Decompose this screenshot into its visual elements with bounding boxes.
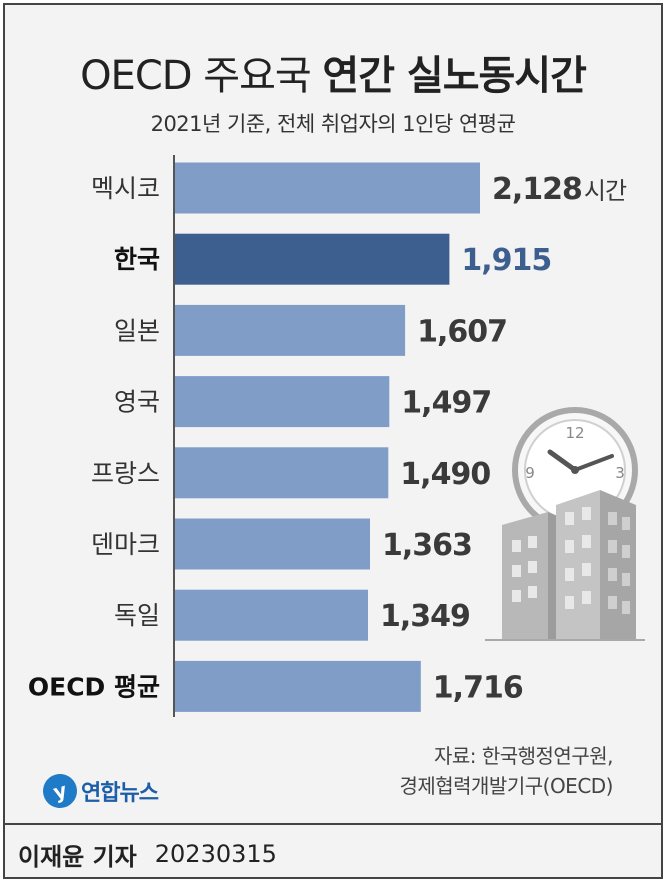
bar-1: [174, 233, 450, 285]
source-note: 자료: 한국행정연구원, 경제협력개발기구(OECD): [399, 741, 613, 801]
unit-label: 시간: [584, 177, 627, 205]
clock-number-12: 12: [565, 424, 584, 442]
category-label-7: OECD 평균: [28, 672, 160, 701]
value-label-5: 1,363: [382, 528, 472, 563]
bar-2: [174, 304, 406, 356]
category-label-6: 독일: [114, 601, 160, 630]
bar-7: [174, 660, 421, 712]
logo-text: 연합뉴스: [81, 781, 159, 806]
category-label-3: 영국: [114, 388, 160, 417]
category-label-5: 덴마크: [91, 530, 160, 559]
source-line-1: 자료: 한국행정연구원,: [433, 744, 614, 768]
publish-date: 20230315: [154, 840, 277, 868]
value-label-3: 1,497: [401, 386, 491, 421]
value-label-6: 1,349: [380, 599, 470, 634]
value-label-0: 2,128시간: [492, 172, 627, 207]
reporter-name: 이재윤 기자: [18, 842, 137, 871]
footer: 이재윤 기자 20230315: [18, 834, 277, 874]
footer-divider: [5, 823, 663, 825]
yonhap-logo: y 연합뉴스: [39, 769, 159, 813]
title-light: OECD 주요국: [80, 53, 312, 99]
category-label-0: 멕시코: [91, 174, 160, 203]
bar-0: [174, 162, 480, 214]
bar-3: [174, 376, 390, 428]
value-label-4: 1,490: [400, 457, 490, 492]
clock-number-3: 3: [615, 464, 625, 482]
chart-subtitle: 2021년 기준, 전체 취업자의 1인당 연평균: [150, 112, 516, 136]
bar-6: [174, 589, 368, 641]
category-label-1: 한국: [114, 245, 160, 274]
clock-number-9: 9: [525, 464, 535, 482]
category-label-4: 프랑스: [91, 459, 160, 488]
building-icon: [485, 490, 645, 641]
value-label-1: 1,915: [461, 243, 551, 278]
bar-5: [174, 518, 370, 570]
category-label-2: 일본: [114, 316, 160, 345]
value-label-2: 1,607: [417, 314, 507, 349]
bar-4: [174, 447, 389, 499]
chart-title: OECD 주요국 연간 실노동시간: [5, 43, 661, 101]
source-line-2: 경제협력개발기구(OECD): [399, 774, 613, 798]
value-label-7: 1,716: [433, 670, 523, 705]
title-bold: 연간 실노동시간: [322, 53, 587, 99]
clock-buildings-illustration: 12 9 3: [485, 407, 645, 641]
